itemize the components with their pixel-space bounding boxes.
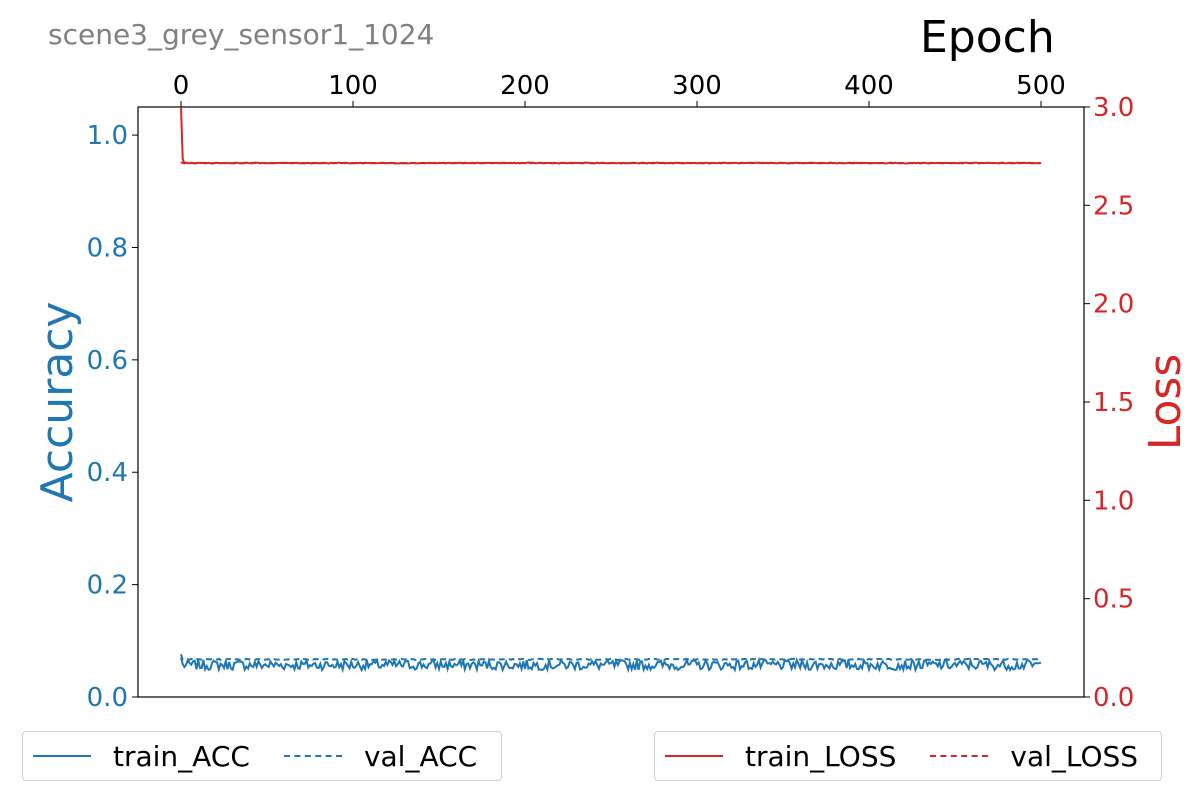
y2-tick-label-0.0: 0.0 — [1093, 683, 1134, 713]
legend-entry-val-loss: val_LOSS — [930, 740, 1138, 773]
y1-tick-label-1.0: 1.0 — [87, 121, 128, 151]
legend-swatch-val-loss — [930, 755, 989, 757]
plot-frame — [137, 106, 1085, 698]
legend-accuracy: train_ACC val_ACC — [22, 731, 502, 781]
x-tick-label-300: 300 — [672, 71, 722, 101]
series-line-train-loss — [180, 106, 1042, 165]
x-tick-label-200: 200 — [500, 71, 550, 101]
chart-title: scene3_grey_sensor1_1024 — [48, 18, 435, 51]
y1-tick-label-0.4: 0.4 — [87, 458, 128, 488]
y2-tick-label-1.5: 1.5 — [1093, 388, 1134, 418]
y2-tick-label-3.0: 3.0 — [1093, 93, 1134, 123]
y1-tick-label-0.8: 0.8 — [87, 233, 128, 263]
legend-swatch-train-loss — [665, 755, 723, 757]
legend-label-val-acc: val_ACC — [363, 739, 478, 773]
y1-axis-label: Accuracy — [32, 302, 83, 503]
y2-tick-label-0.5: 0.5 — [1093, 585, 1134, 615]
legend-entry-train-acc: train_ACC — [33, 740, 250, 773]
x-axis-label: Epoch — [920, 12, 1055, 63]
y2-tick-label-2.0: 2.0 — [1093, 290, 1134, 320]
y2-tick-label-1.0: 1.0 — [1093, 486, 1134, 516]
legend-entry-train-loss: train_LOSS — [665, 740, 896, 773]
y1-tick-label-0.0: 0.0 — [87, 683, 128, 713]
y1-tick-label-0.6: 0.6 — [87, 346, 128, 376]
legend-swatch-val-acc — [283, 755, 342, 757]
legend-entry-val-acc: val_ACC — [283, 739, 478, 773]
legend-label-val-loss: val_LOSS — [1010, 739, 1139, 773]
x-tick-label-500: 500 — [1016, 71, 1066, 101]
legend-swatch-train-acc — [33, 755, 91, 757]
legend-label-train-loss: train_LOSS — [745, 739, 897, 773]
legend-label-train-acc: train_ACC — [113, 739, 250, 773]
y2-tick-label-2.5: 2.5 — [1093, 191, 1134, 221]
series-line-train-acc — [180, 656, 1042, 674]
x-tick-label-400: 400 — [844, 71, 894, 101]
x-tick-label-0: 0 — [173, 71, 190, 101]
y2-axis-label: Loss — [1140, 354, 1191, 451]
legend-loss: train_LOSS val_LOSS — [654, 731, 1162, 781]
series-line-val-acc — [180, 654, 1042, 662]
series-line-val-loss — [180, 161, 1042, 165]
y1-tick-label-0.2: 0.2 — [87, 571, 128, 601]
x-tick-label-100: 100 — [328, 71, 378, 101]
